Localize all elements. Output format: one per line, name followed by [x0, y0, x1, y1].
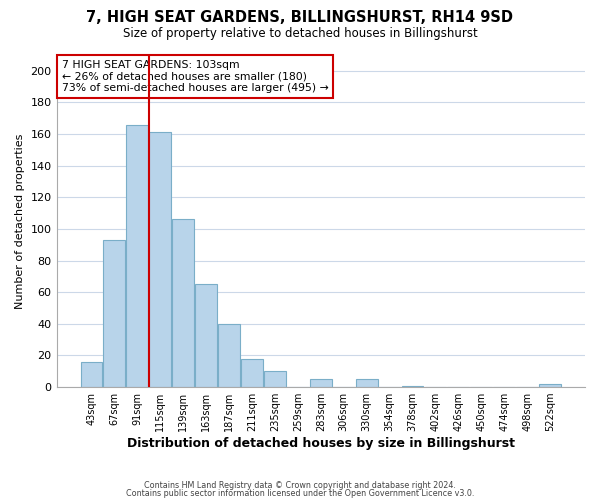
Bar [103, 240, 125, 387]
Bar [127, 124, 148, 387]
Bar [195, 284, 217, 387]
Bar [310, 379, 332, 387]
Bar [264, 372, 286, 387]
Text: 7, HIGH SEAT GARDENS, BILLINGSHURST, RH14 9SD: 7, HIGH SEAT GARDENS, BILLINGSHURST, RH1… [86, 10, 514, 25]
Bar [356, 379, 377, 387]
Text: Size of property relative to detached houses in Billingshurst: Size of property relative to detached ho… [122, 28, 478, 40]
Bar [539, 384, 561, 387]
Y-axis label: Number of detached properties: Number of detached properties [15, 134, 25, 308]
Text: 7 HIGH SEAT GARDENS: 103sqm
← 26% of detached houses are smaller (180)
73% of se: 7 HIGH SEAT GARDENS: 103sqm ← 26% of det… [62, 60, 329, 93]
Bar [172, 220, 194, 387]
Text: Contains public sector information licensed under the Open Government Licence v3: Contains public sector information licen… [126, 488, 474, 498]
Bar [80, 362, 103, 387]
Bar [149, 132, 171, 387]
Bar [218, 324, 240, 387]
Text: Contains HM Land Registry data © Crown copyright and database right 2024.: Contains HM Land Registry data © Crown c… [144, 481, 456, 490]
X-axis label: Distribution of detached houses by size in Billingshurst: Distribution of detached houses by size … [127, 437, 515, 450]
Bar [401, 386, 424, 387]
Bar [241, 358, 263, 387]
